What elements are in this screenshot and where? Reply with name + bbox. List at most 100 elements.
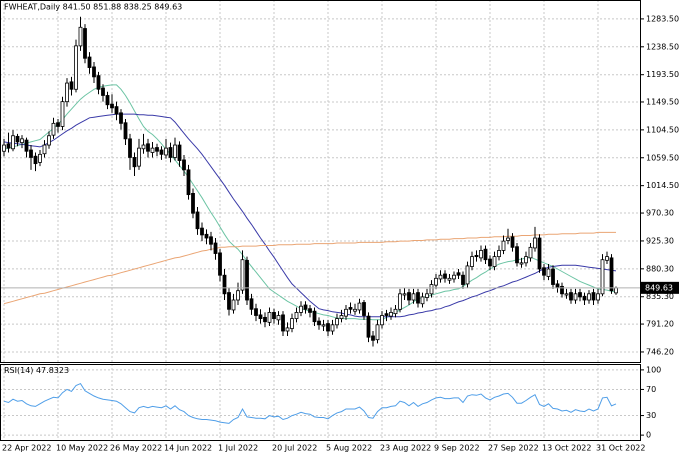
y-tick-label: 880.30 xyxy=(646,264,674,273)
y-tick-label: 1193.50 xyxy=(646,70,679,79)
candle-body xyxy=(173,144,177,158)
x-tick-label: 26 May 2022 xyxy=(110,444,162,453)
candle-body xyxy=(200,227,204,236)
candle-body xyxy=(240,259,245,291)
candle-body xyxy=(425,293,429,298)
candle-body xyxy=(614,287,618,294)
candle-body xyxy=(87,56,92,68)
x-tick-label: 13 Oct 2022 xyxy=(542,444,591,453)
candle-body xyxy=(123,122,128,140)
candle-body xyxy=(65,82,69,103)
candle-body xyxy=(330,324,335,332)
candle-body xyxy=(213,242,218,254)
candle-body xyxy=(150,147,155,153)
candle-body xyxy=(416,292,420,304)
candle-body xyxy=(380,315,384,326)
candle-body xyxy=(348,307,353,310)
candle-body xyxy=(159,149,164,155)
candle-body xyxy=(141,144,146,150)
candle-body xyxy=(321,324,326,327)
candle-body xyxy=(600,259,605,295)
candle-body xyxy=(429,284,434,295)
x-tick-label: 20 Jul 2022 xyxy=(272,444,317,453)
y-tick-label: 1059.50 xyxy=(646,153,679,162)
candle-body xyxy=(546,268,551,277)
candle-body xyxy=(542,267,546,276)
y-tick-label: 1238.50 xyxy=(646,42,679,51)
candle-body xyxy=(591,292,596,301)
candle-body xyxy=(168,147,173,158)
candle-body xyxy=(605,256,609,261)
x-tick-label: 22 Apr 2022 xyxy=(2,444,51,453)
candle-body xyxy=(483,248,488,261)
candle-body xyxy=(497,250,501,258)
y-tick-label: 1149.50 xyxy=(646,97,679,106)
candle-body xyxy=(281,314,285,332)
candle-body xyxy=(276,315,281,321)
y-tick-label: 970.30 xyxy=(646,209,674,218)
candle-body xyxy=(38,153,42,163)
candle-body xyxy=(362,302,366,316)
candle-body xyxy=(308,308,312,313)
last-price-label: 849.63 xyxy=(645,283,673,292)
candle-body xyxy=(272,312,276,320)
candle-body xyxy=(461,274,465,285)
moving-average xyxy=(3,113,617,318)
y-tick-label: 746.20 xyxy=(646,347,674,356)
candle-body xyxy=(177,144,182,161)
candle-body xyxy=(164,147,168,156)
candle-body xyxy=(92,66,96,78)
candle-body xyxy=(443,273,447,279)
candle-body xyxy=(578,292,582,298)
x-tick-label: 31 Oct 2022 xyxy=(596,444,645,453)
candle-body xyxy=(96,75,101,90)
candle-body xyxy=(582,295,587,301)
candle-body xyxy=(29,149,33,158)
candle-body xyxy=(254,308,258,316)
candle-body xyxy=(195,211,200,230)
candle-body xyxy=(587,293,591,301)
candle-body xyxy=(285,327,290,332)
candle-body xyxy=(317,320,321,326)
x-tick-label: 27 Sep 2022 xyxy=(488,444,539,453)
candle-body xyxy=(384,313,389,316)
candle-body xyxy=(2,144,6,152)
candle-body xyxy=(218,252,222,276)
candle-body xyxy=(74,45,78,90)
x-tick-label: 1 Jul 2022 xyxy=(218,444,258,453)
candle-body xyxy=(533,237,537,249)
candle-body xyxy=(551,268,555,285)
y-tick-label: 925.30 xyxy=(646,236,674,245)
candle-body xyxy=(488,258,492,267)
candle-body xyxy=(456,272,461,276)
candle-body xyxy=(60,101,65,127)
candle-body xyxy=(344,308,348,317)
candle-body xyxy=(186,169,191,196)
candle-body xyxy=(294,312,299,320)
candle-body xyxy=(110,103,114,109)
candle-body xyxy=(20,138,24,143)
candle-body xyxy=(231,299,236,311)
x-tick-label: 5 Aug 2022 xyxy=(326,444,372,453)
candle-body xyxy=(339,315,344,320)
candle-body xyxy=(492,256,497,267)
candle-body xyxy=(15,135,20,143)
y-tick-label: 30 xyxy=(646,411,656,420)
candle-body xyxy=(519,262,524,265)
candle-body xyxy=(366,315,371,338)
candle-body xyxy=(470,256,474,267)
candle-body xyxy=(407,292,411,301)
candle-body xyxy=(353,308,357,312)
candle-body xyxy=(263,316,267,323)
candle-body xyxy=(506,237,510,241)
candle-body xyxy=(452,274,456,280)
candle-body xyxy=(249,298,254,310)
candle-body xyxy=(555,283,560,289)
candle-body xyxy=(69,81,74,90)
chart-title: FWHEAT,Daily 841.50 851.88 838.25 849.63 xyxy=(4,3,182,12)
candle-body xyxy=(411,293,416,301)
rsi-name: RSI(14) xyxy=(4,366,33,375)
candle-body xyxy=(564,293,569,296)
candle-body xyxy=(146,143,150,152)
